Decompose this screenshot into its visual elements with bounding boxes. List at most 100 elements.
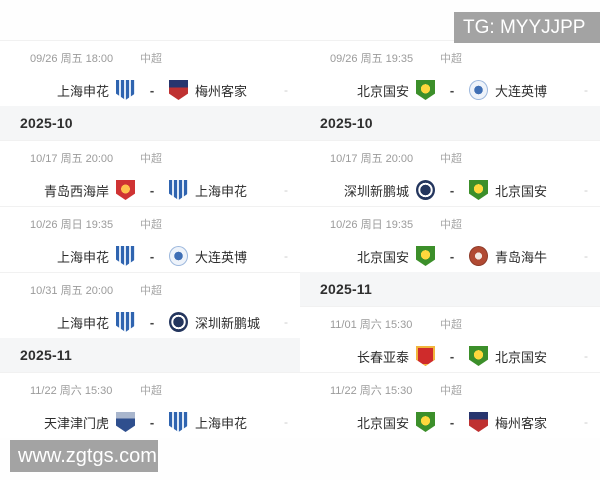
match-datetime: 11/22 周六 15:30 [330,385,413,397]
vs-dash: - [149,82,155,98]
vs-dash: - [149,314,155,330]
home-team-badge-icon [416,246,435,266]
home-team-name[interactable]: 深圳新鹏城 [343,183,409,199]
home-team-name[interactable]: 北京国安 [356,83,409,99]
away-team-badge-icon [169,80,188,100]
away-team-badge-icon [169,412,188,432]
away-team-name[interactable]: 梅州客家 [195,83,248,99]
score-placeholder: - [284,415,288,429]
match-meta: 11/01 周六 15:30 中超 [330,316,588,332]
vs-dash: - [149,414,155,430]
match-league: 中超 [140,153,162,165]
home-team-name[interactable]: 长春亚泰 [356,349,409,365]
match-teams: 天津津门虎 - 上海申花 - [30,411,288,433]
match-teams: 上海申花 - 梅州客家 - [30,79,288,101]
match-league: 中超 [440,53,462,65]
match-datetime: 09/26 周五 19:35 [330,53,414,65]
match-datetime: 10/26 周日 19:35 [330,219,414,231]
match-meta: 09/26 周五 18:00 中超 [30,50,288,66]
match-row[interactable]: 10/17 周五 20:00 中超 深圳新鹏城 - 北京国安 - [300,140,600,206]
match-teams: 北京国安 - 青岛海牛 - [330,245,588,267]
away-team-badge-icon [469,246,488,266]
away-team-name[interactable]: 北京国安 [495,183,548,199]
home-team-name[interactable]: 上海申花 [56,83,109,99]
home-team-badge-icon [416,80,435,100]
match-league: 中超 [140,385,162,397]
match-row[interactable]: 10/26 周日 19:35 中超 上海申花 - 大连英博 - [0,206,300,272]
score-placeholder: - [584,83,588,97]
away-team-name[interactable]: 深圳新鹏城 [195,315,261,331]
match-meta: 10/26 周日 19:35 中超 [30,216,288,232]
match-teams: 上海申花 - 深圳新鹏城 - [30,311,288,333]
away-team-name[interactable]: 上海申花 [195,415,248,431]
score-placeholder: - [284,315,288,329]
match-row[interactable]: 11/22 周六 15:30 中超 北京国安 - 梅州客家 - [300,372,600,438]
home-team-name[interactable]: 上海申花 [56,315,109,331]
away-team-badge-icon [469,346,488,366]
fixtures-column-left: 09/26 周五 18:00 中超 上海申花 - 梅州客家 - 2025-10 … [0,0,300,438]
home-team-name[interactable]: 天津津门虎 [43,415,109,431]
month-header: 2025-11 [0,338,300,372]
match-teams: 上海申花 - 大连英博 - [30,245,288,267]
fixtures-column-right: 09/26 周五 19:35 中超 北京国安 - 大连英博 - 2025-10 … [300,0,600,438]
home-team-name[interactable]: 上海申花 [56,249,109,265]
match-teams: 深圳新鹏城 - 北京国安 - [330,179,588,201]
away-team-badge-icon [169,180,188,200]
match-datetime: 10/26 周日 19:35 [30,219,114,231]
match-row[interactable]: 11/22 周六 15:30 中超 天津津门虎 - 上海申花 - [0,372,300,438]
match-row[interactable]: 10/26 周日 19:35 中超 北京国安 - 青岛海牛 - [300,206,600,272]
home-team-badge-icon [116,412,135,432]
score-placeholder: - [584,415,588,429]
match-meta: 10/31 周五 20:00 中超 [30,282,288,298]
home-team-badge-icon [116,80,135,100]
match-datetime: 11/01 周六 15:30 [330,319,413,331]
month-header: 2025-10 [0,106,300,140]
vs-dash: - [149,248,155,264]
match-row[interactable]: 11/01 周六 15:30 中超 长春亚泰 - 北京国安 - [300,306,600,372]
match-league: 中超 [440,153,462,165]
away-team-name[interactable]: 梅州客家 [495,415,548,431]
match-league: 中超 [440,219,462,231]
home-team-badge-icon [416,180,435,200]
match-meta: 10/17 周五 20:00 中超 [30,150,288,166]
match-meta: 10/17 周五 20:00 中超 [330,150,588,166]
match-league: 中超 [140,285,162,297]
match-row[interactable]: 10/31 周五 20:00 中超 上海申花 - 深圳新鹏城 - [0,272,300,338]
home-team-name[interactable]: 青岛西海岸 [43,183,109,199]
match-meta: 11/22 周六 15:30 中超 [330,382,588,398]
home-team-name[interactable]: 北京国安 [356,415,409,431]
match-teams: 北京国安 - 梅州客家 - [330,411,588,433]
vs-dash: - [449,248,455,264]
watermark-bottom-text: www.zgtgs.com [18,444,157,467]
away-team-name[interactable]: 大连英博 [495,83,548,99]
match-row[interactable]: 09/26 周五 19:35 中超 北京国安 - 大连英博 - [300,40,600,106]
score-placeholder: - [284,83,288,97]
match-meta: 10/26 周日 19:35 中超 [330,216,588,232]
vs-dash: - [449,414,455,430]
away-team-name[interactable]: 大连英博 [195,249,248,265]
match-datetime: 11/22 周六 15:30 [30,385,113,397]
match-meta: 11/22 周六 15:30 中超 [30,382,288,398]
match-datetime: 10/17 周五 20:00 [30,153,114,165]
match-row[interactable]: 10/17 周五 20:00 中超 青岛西海岸 - 上海申花 - [0,140,300,206]
home-team-name[interactable]: 北京国安 [356,249,409,265]
score-placeholder: - [584,349,588,363]
vs-dash: - [149,182,155,198]
away-team-name[interactable]: 上海申花 [195,183,248,199]
away-team-badge-icon [469,412,488,432]
score-placeholder: - [584,249,588,263]
away-team-badge-icon [169,246,188,266]
watermark-top-text: TG: MYYJJPP [463,16,586,38]
match-league: 中超 [440,385,462,397]
vs-dash: - [449,82,455,98]
watermark-top: TG: MYYJJPP [454,12,600,43]
away-team-name[interactable]: 北京国安 [495,349,548,365]
home-team-badge-icon [116,312,135,332]
home-team-badge-icon [116,180,135,200]
away-team-name[interactable]: 青岛海牛 [495,249,548,265]
vs-dash: - [449,348,455,364]
score-placeholder: - [584,183,588,197]
match-teams: 北京国安 - 大连英博 - [330,79,588,101]
match-row[interactable]: 09/26 周五 18:00 中超 上海申花 - 梅州客家 - [0,40,300,106]
